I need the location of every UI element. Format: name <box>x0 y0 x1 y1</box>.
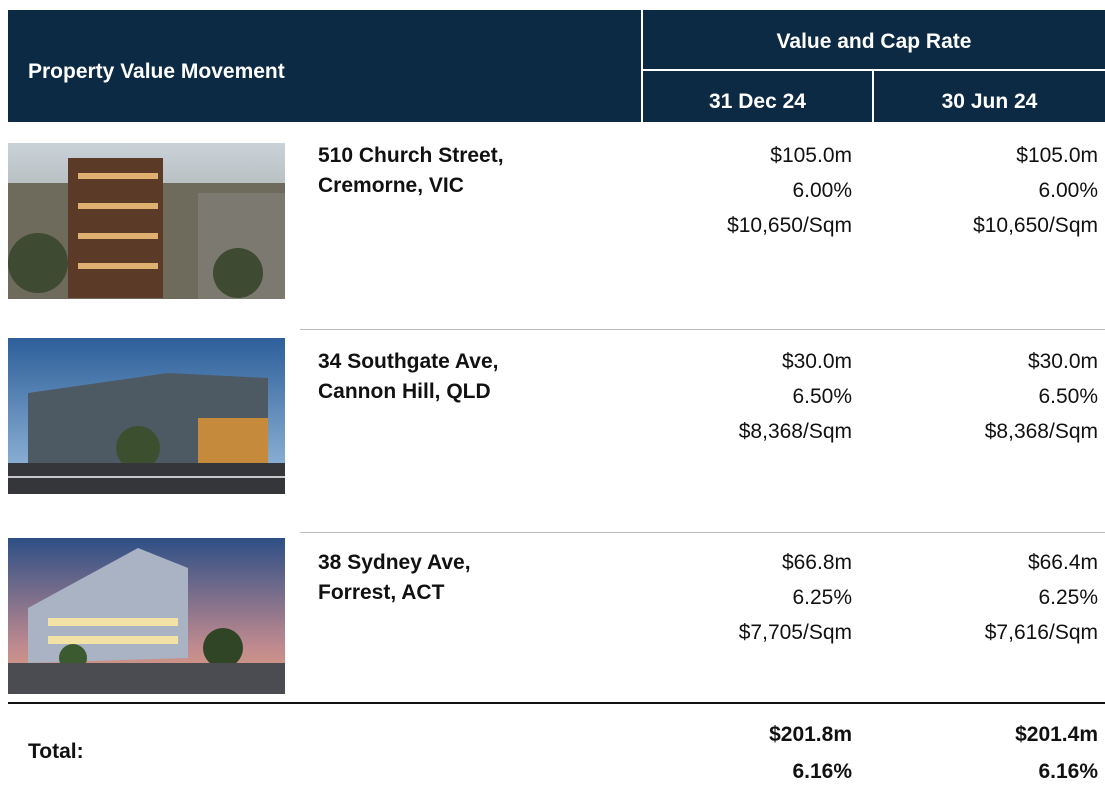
value: 6.00% <box>1038 179 1098 202</box>
value: 6.25% <box>1038 586 1098 609</box>
property-photo <box>8 338 285 494</box>
total-label: Total: <box>28 740 84 763</box>
divider <box>641 10 643 122</box>
address: Cannon Hill, QLD <box>318 380 491 403</box>
value: 6.50% <box>792 385 852 408</box>
value: $66.4m <box>1027 551 1098 574</box>
address: 510 Church Street, <box>318 144 504 167</box>
value: 6.25% <box>792 586 852 609</box>
property-photo <box>8 143 285 299</box>
value: $7,705/Sqm <box>738 621 852 644</box>
value: 6.00% <box>792 179 852 202</box>
column-header: 31 Dec 24 <box>643 90 872 114</box>
value: $30.0m <box>1027 350 1098 373</box>
address: Cremorne, VIC <box>318 174 464 197</box>
value: $105.0m <box>1016 144 1098 167</box>
total-rule <box>8 702 1105 704</box>
value: $8,368/Sqm <box>984 420 1098 443</box>
address: 38 Sydney Ave, <box>318 551 471 574</box>
value: $30.0m <box>781 350 852 373</box>
row-separator <box>300 532 1105 533</box>
divider <box>872 71 874 122</box>
header-title: Property Value Movement <box>28 60 285 84</box>
total-value: $201.8m <box>769 723 852 746</box>
total-value: $201.4m <box>1015 723 1098 746</box>
value: $8,368/Sqm <box>738 420 852 443</box>
value: $66.8m <box>781 551 852 574</box>
value: $105.0m <box>770 144 852 167</box>
value: $10,650/Sqm <box>727 214 852 237</box>
group-header: Value and Cap Rate <box>643 30 1105 54</box>
divider <box>641 69 1105 71</box>
column-header: 30 Jun 24 <box>874 90 1105 114</box>
address: 34 Southgate Ave, <box>318 350 499 373</box>
total-value: 6.16% <box>1038 760 1098 783</box>
property-photo <box>8 538 285 694</box>
value: 6.50% <box>1038 385 1098 408</box>
row-separator <box>300 329 1105 330</box>
total-value: 6.16% <box>792 760 852 783</box>
address: Forrest, ACT <box>318 581 445 604</box>
value: $10,650/Sqm <box>973 214 1098 237</box>
value: $7,616/Sqm <box>984 621 1098 644</box>
